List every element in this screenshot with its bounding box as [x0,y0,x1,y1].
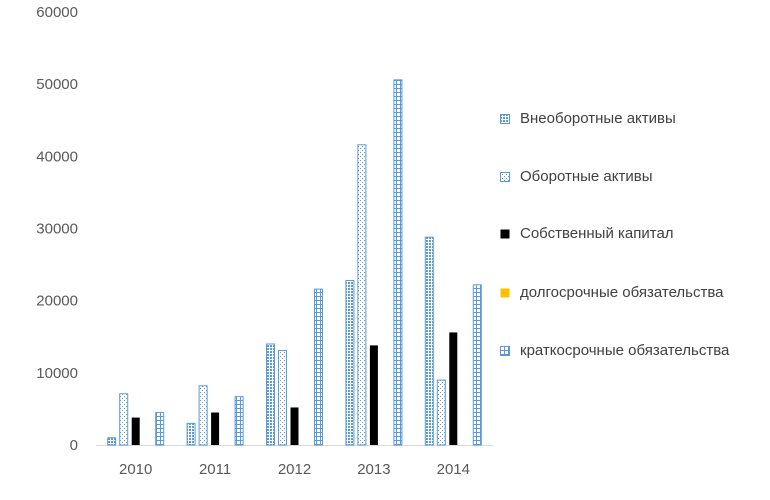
legend-label: Собственный капитал [520,225,674,242]
bar [472,284,482,446]
x-tick-label: 2013 [357,461,390,478]
bar [119,393,129,446]
legend-item: долгосрочные обязательства [500,282,765,304]
x-tick-label: 2014 [437,461,470,478]
bar [345,279,355,446]
legend-swatch [500,288,510,298]
x-axis-tick-labels: 2010 2011 2012 2013 2014 [119,461,470,478]
bar [198,385,208,446]
legend-item: Собственный капитал [500,223,765,245]
legend-swatch [500,229,510,239]
bar [278,349,287,446]
y-tick-label: 20000 [36,293,78,310]
legend-label: долгосрочные обязательства [520,284,724,301]
legend-item: краткосрочные обязательства [500,340,765,362]
bar [424,236,434,446]
bar [107,437,117,446]
x-tick-label: 2011 [199,461,231,478]
bar [436,379,446,446]
legend-item: Внеоборотные активы [500,108,765,130]
bar [155,412,165,446]
bar [449,332,458,445]
bar [234,396,244,446]
bar [393,79,403,446]
bar [357,144,367,446]
y-tick-label: 50000 [36,76,78,93]
bar [314,288,323,446]
y-tick-label: 60000 [36,4,78,21]
bars-group [107,79,482,446]
y-tick-label: 10000 [36,365,78,382]
bar [131,417,140,445]
bar [186,422,196,446]
legend-label: Оборотные активы [520,168,653,185]
x-tick-label: 2012 [278,461,311,478]
bar [369,345,378,445]
legend-item: Оборотные активы [500,166,765,188]
bar [290,407,299,445]
y-axis-tick-labels: 0 10000 20000 30000 40000 50000 60000 [36,4,78,454]
bar [211,412,220,445]
x-tick-label: 2010 [119,461,152,478]
legend-swatch [500,114,510,124]
legend-label: краткосрочные обязательства [520,342,730,359]
y-tick-label: 40000 [36,148,78,165]
legend-swatch [500,346,510,356]
y-tick-label: 0 [70,437,78,454]
legend-swatch [500,172,510,182]
legend-label: Внеоборотные активы [520,110,676,127]
y-tick-label: 30000 [36,221,78,238]
bar [266,343,275,446]
